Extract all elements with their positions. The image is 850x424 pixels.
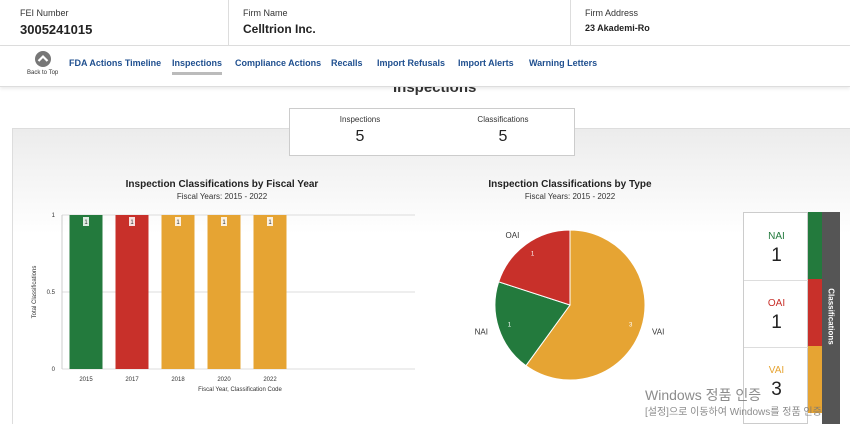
y-tick-label: 1 — [52, 213, 56, 219]
slice-category: VAI — [652, 328, 664, 337]
class-label: VAI — [768, 365, 785, 376]
slice-category: NAI — [475, 328, 488, 337]
pie-slice — [494, 281, 571, 367]
side-title: Classifications — [826, 288, 836, 345]
nav-tab[interactable]: Recalls — [331, 58, 363, 68]
field-label: Firm Address — [585, 8, 639, 18]
field-value: 23 Akademi-Ro — [585, 23, 650, 33]
class-label: NAI — [768, 231, 785, 242]
bar-label-bg — [175, 217, 181, 226]
summary-label: Inspections — [339, 115, 381, 124]
header: FEI Number 3005241015 Firm Name Celltrio… — [0, 0, 850, 46]
bar — [207, 215, 241, 369]
summary-label: Classifications — [477, 115, 529, 124]
x-tick-label: 2015 — [79, 377, 93, 383]
bar-label-bg — [83, 217, 89, 226]
slice-label: 3 — [629, 323, 633, 329]
bar-label-bg — [129, 217, 135, 226]
class-color-strip — [808, 279, 822, 346]
divider — [744, 280, 808, 281]
chart-title: Inspection Classifications by Fiscal Yea… — [126, 179, 319, 190]
field-label: FEI Number — [20, 8, 69, 18]
watermark: Windows 정품 인증 — [645, 387, 762, 403]
back-to-top[interactable]: Back to Top — [27, 70, 59, 76]
slice-category: OAI — [506, 231, 520, 240]
nav-bar: Back to Top FDA Actions Timeline Inspecti… — [0, 46, 850, 87]
field-value: 3005241015 — [20, 22, 93, 37]
chart-subtitle: Fiscal Years: 2015 - 2022 — [177, 192, 268, 201]
bar-label: 1 — [84, 220, 88, 226]
slice-label: 1 — [531, 251, 535, 257]
summary-value: 5 — [355, 128, 365, 145]
nav-tab[interactable]: Compliance Actions — [235, 58, 322, 68]
field-value: Celltrion Inc. — [243, 22, 316, 36]
x-tick-label: 2020 — [217, 377, 231, 383]
class-value: 3 — [771, 379, 782, 400]
x-tick-label: 2022 — [263, 377, 277, 383]
bar-label-bg — [221, 217, 227, 226]
bar-label: 1 — [222, 220, 226, 226]
nav-tab[interactable]: Import Refusals — [377, 58, 446, 68]
charts: Inspection Classifications by Fiscal Yea… — [32, 179, 664, 393]
x-tick-label: 2018 — [171, 377, 185, 383]
content-panel — [12, 128, 850, 424]
bar — [115, 215, 149, 369]
x-tick-label: 2017 — [125, 377, 139, 383]
bar-label-bg — [267, 217, 273, 226]
y-tick-label: 0 — [52, 367, 56, 373]
bar — [253, 215, 287, 369]
field-label: Firm Name — [243, 8, 288, 18]
bar — [69, 215, 103, 369]
bar-label: 1 — [176, 220, 180, 226]
class-value: 1 — [771, 245, 782, 266]
pie-slice — [525, 229, 646, 381]
summary-box: Inspections 5 Classifications 5 — [289, 108, 575, 156]
bar-label: 1 — [130, 220, 134, 226]
y-tick-label: 0.5 — [47, 290, 56, 296]
nav-tab[interactable]: Import Alerts — [458, 58, 514, 68]
bar-label: 1 — [268, 220, 272, 226]
pie-slice — [498, 229, 571, 306]
nav-tab[interactable]: Inspections — [172, 58, 223, 75]
chart-title: Inspection Classifications by Type — [488, 179, 652, 190]
class-value: 1 — [771, 312, 782, 333]
slice-label: 1 — [508, 323, 512, 329]
watermark: [설정]으로 이동하여 Windows를 정품 인증 — [645, 407, 822, 418]
class-label: OAI — [767, 298, 786, 309]
side-tab — [822, 212, 840, 424]
divider — [744, 347, 808, 348]
chart-subtitle: Fiscal Years: 2015 - 2022 — [525, 192, 616, 201]
side-panel: NAI 1 OAI 1 VAI 3 Classifications — [743, 212, 840, 424]
class-color-strip — [808, 212, 822, 279]
summary-value: 5 — [498, 128, 508, 145]
back-to-top-icon[interactable] — [34, 50, 52, 68]
x-axis-label: Fiscal Year, Classification Code — [198, 387, 282, 393]
nav-tab[interactable]: Warning Letters — [529, 58, 598, 68]
bar — [161, 215, 195, 369]
class-color-strip — [808, 346, 822, 413]
nav-tab[interactable]: FDA Actions Timeline — [69, 58, 162, 68]
y-axis-label: Total Classifications — [32, 266, 38, 319]
